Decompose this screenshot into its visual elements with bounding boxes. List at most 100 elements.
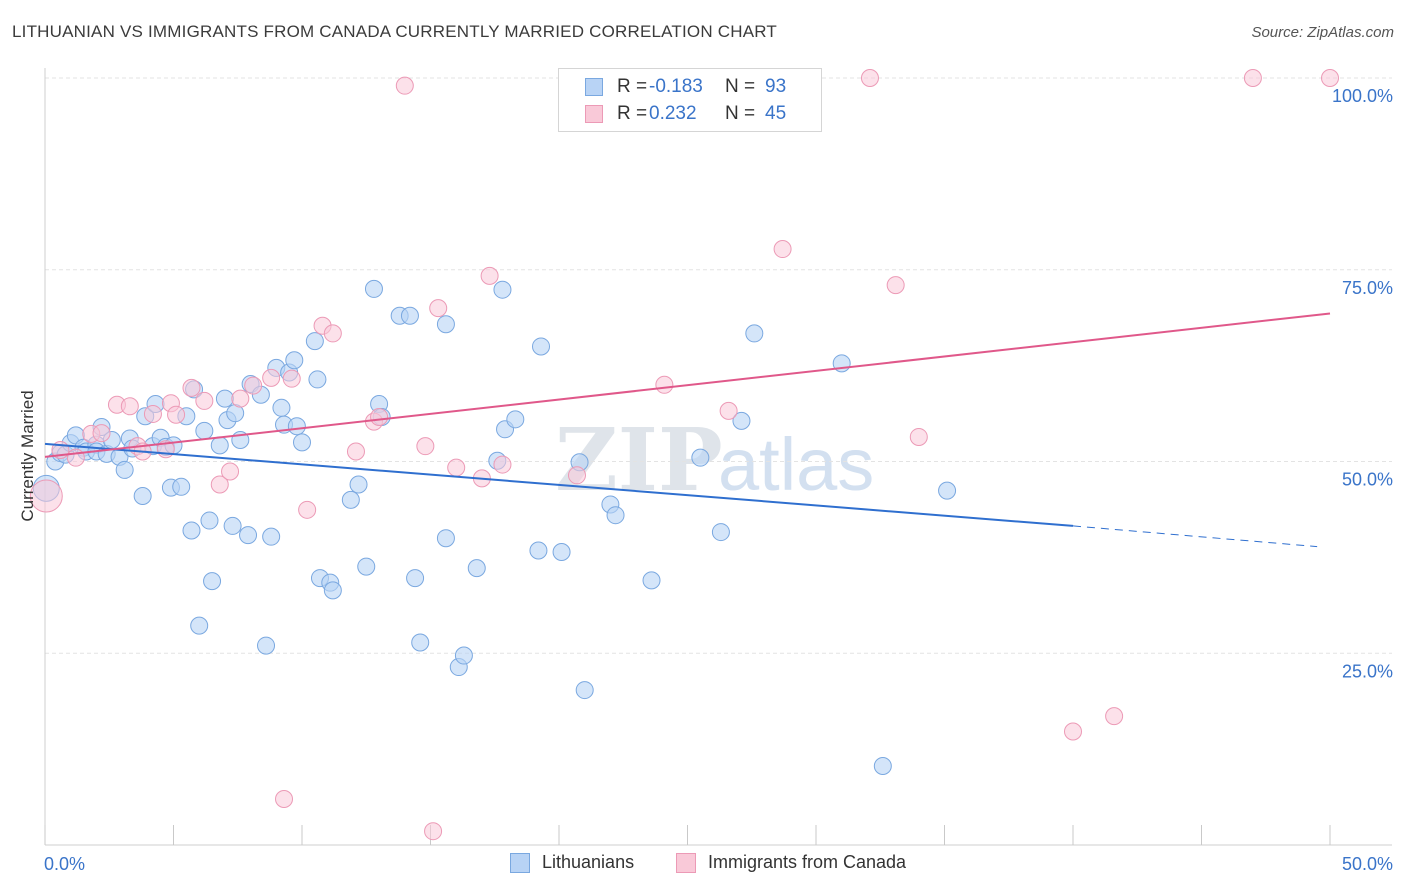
data-point-lithuanians: [691, 448, 710, 467]
data-point-lithuanians: [287, 417, 306, 436]
data-point-canada: [480, 266, 499, 285]
legend-swatch-pink: [585, 105, 603, 123]
data-point-lithuanians: [642, 571, 661, 590]
data-point-canada: [416, 437, 435, 456]
data-point-canada: [886, 276, 905, 295]
data-point-canada: [210, 475, 229, 494]
data-point-canada: [282, 369, 301, 388]
y-tick-label: 50.0%: [1342, 470, 1393, 490]
data-point-canada: [429, 299, 448, 318]
data-point-lithuanians: [532, 337, 551, 356]
data-point-lithuanians: [262, 527, 281, 546]
data-point-canada: [719, 401, 738, 420]
data-point-canada: [143, 404, 162, 423]
data-point-canada: [195, 391, 214, 410]
data-point-canada: [655, 375, 674, 394]
data-point-canada: [567, 466, 586, 485]
data-point-canada: [29, 479, 63, 513]
data-point-canada: [1321, 69, 1339, 87]
legend-swatch-blue: [510, 852, 530, 873]
data-point-lithuanians: [493, 280, 512, 299]
data-point-lithuanians: [364, 279, 383, 298]
data-point-canada: [92, 424, 111, 443]
source-label: Source: ZipAtlas.com: [1251, 24, 1394, 41]
data-point-lithuanians: [133, 487, 152, 506]
data-point-canada: [120, 397, 139, 416]
data-point-lithuanians: [223, 516, 242, 535]
legend-swatch-blue: [585, 78, 603, 96]
data-point-lithuanians: [257, 636, 276, 655]
data-point-canada: [1064, 722, 1082, 741]
data-point-canada: [262, 368, 281, 387]
data-point-lithuanians: [529, 541, 548, 560]
data-point-lithuanians: [203, 572, 222, 591]
data-point-canada: [244, 376, 263, 395]
trendline-canada: [44, 312, 1331, 458]
legend-item-lithuanians[interactable]: Lithuanians: [510, 852, 634, 873]
y-tick-label: 25.0%: [1342, 661, 1393, 681]
data-point-lithuanians: [172, 477, 191, 496]
data-point-lithuanians: [305, 332, 324, 351]
legend-row-lithuanians: R = -0.183 N = 93: [585, 75, 786, 99]
watermark-atlas: atlas: [718, 423, 874, 506]
data-point-lithuanians: [454, 646, 473, 665]
x-tick-label: 50.0%: [1342, 854, 1393, 874]
data-point-lithuanians: [732, 411, 751, 430]
legend-r-label: R =: [617, 103, 648, 124]
legend-item-canada[interactable]: Immigrants from Canada: [676, 852, 906, 873]
data-point-canada: [773, 240, 792, 259]
data-point-lithuanians: [200, 511, 219, 530]
data-point-lithuanians: [195, 421, 214, 440]
data-point-lithuanians: [357, 557, 376, 576]
trendline-lithuanians-extension: [1072, 525, 1318, 548]
data-point-lithuanians: [436, 315, 455, 334]
legend-r-value: 0.232: [649, 103, 697, 124]
legend-r-value: -0.183: [649, 76, 703, 97]
data-point-lithuanians: [182, 521, 201, 540]
data-point-canada: [370, 408, 389, 427]
legend-n-label: N =: [725, 103, 756, 124]
legend-n-value: 45: [765, 103, 787, 124]
data-point-lithuanians: [411, 633, 430, 652]
data-point-canada: [493, 455, 512, 474]
data-point-canada: [182, 378, 201, 397]
data-point-lithuanians: [285, 351, 304, 370]
legend-n-value: 93: [765, 76, 787, 97]
data-point-canada: [66, 448, 85, 467]
data-point-lithuanians: [575, 681, 594, 700]
watermark: ZIP atlas: [555, 410, 874, 511]
legend-r-label: R =: [617, 76, 648, 97]
data-point-lithuanians: [606, 506, 625, 525]
data-point-lithuanians: [115, 460, 134, 479]
data-point-canada: [1243, 69, 1262, 87]
data-point-lithuanians: [293, 433, 311, 452]
data-point-canada: [1105, 707, 1124, 726]
data-point-lithuanians: [552, 543, 571, 562]
data-point-lithuanians: [323, 581, 342, 600]
legend-n-label: N =: [725, 76, 756, 97]
data-point-lithuanians: [873, 756, 892, 775]
data-point-lithuanians: [272, 398, 291, 417]
data-point-lithuanians: [341, 490, 360, 509]
data-point-lithuanians: [239, 526, 258, 545]
data-point-canada: [909, 427, 928, 446]
y-tick-label: 75.0%: [1342, 278, 1393, 298]
data-point-lithuanians: [467, 559, 486, 578]
data-point-lithuanians: [406, 569, 425, 588]
data-point-lithuanians: [436, 529, 455, 548]
legend-row-canada: R = 0.232 N = 45: [585, 102, 786, 126]
legend-swatch-pink: [676, 852, 696, 873]
data-point-lithuanians: [745, 324, 764, 343]
trendline-lithuanians: [44, 442, 1074, 527]
data-point-lithuanians: [210, 436, 229, 455]
data-point-lithuanians: [711, 523, 730, 542]
data-point-lithuanians: [190, 616, 209, 635]
data-point-canada: [447, 458, 466, 477]
y-tick-label: 100.0%: [1332, 86, 1393, 106]
data-point-canada: [231, 389, 250, 408]
data-point-lithuanians: [400, 306, 419, 325]
data-point-canada: [424, 822, 443, 841]
data-point-canada: [860, 69, 879, 87]
data-point-canada: [221, 462, 240, 481]
